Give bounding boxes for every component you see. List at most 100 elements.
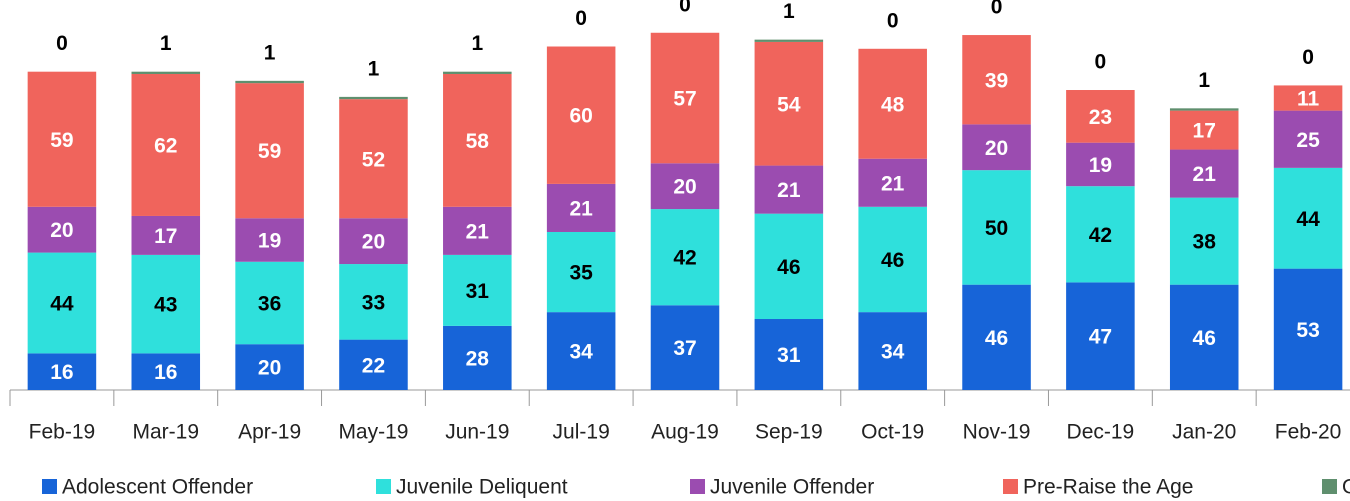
x-tick-label: Sep-19 — [755, 421, 823, 444]
x-tick-label: Jun-19 — [445, 421, 509, 444]
data-label: 21 — [1193, 163, 1217, 186]
bar-segment — [1066, 142, 1135, 187]
data-label: 44 — [50, 293, 74, 316]
data-label: 59 — [50, 129, 73, 152]
data-label: 53 — [1296, 319, 1319, 342]
bar-segment — [339, 99, 408, 219]
bar-segment — [858, 206, 927, 313]
data-label: 20 — [50, 219, 73, 242]
data-label: 62 — [154, 135, 177, 158]
data-label: 38 — [1193, 231, 1217, 254]
data-label: 46 — [1193, 327, 1216, 350]
bar-segment — [546, 46, 616, 184]
bar-segment — [235, 80, 304, 84]
data-label: 47 — [1089, 326, 1112, 349]
bar-segment — [1169, 110, 1239, 150]
bar-segment — [339, 218, 408, 265]
data-label: 0 — [1095, 51, 1107, 74]
data-label: 43 — [154, 294, 177, 317]
legend-label: Juvenile Offender — [710, 476, 874, 499]
bar-segment — [235, 83, 304, 219]
x-tick-label: Nov-19 — [963, 421, 1031, 444]
bar-segment — [754, 39, 824, 42]
x-tick-label: Oct-19 — [861, 421, 924, 444]
legend-label: Adolescent Offender — [62, 476, 253, 499]
bar-segment — [962, 284, 1031, 390]
bar-segment — [650, 32, 720, 164]
bar-segment — [443, 206, 512, 255]
bar-segment — [443, 325, 512, 390]
data-label: 37 — [673, 337, 696, 360]
x-tick-label: Aug-19 — [651, 421, 719, 444]
x-tick-label: Jul-19 — [553, 421, 610, 444]
bar-segment — [27, 353, 97, 390]
x-tick-label: Feb-20 — [1275, 421, 1342, 444]
bar-segment — [1169, 197, 1239, 285]
bar-segment — [131, 71, 201, 74]
data-label: 57 — [673, 88, 696, 111]
data-label: 1 — [471, 32, 483, 55]
data-label: 0 — [679, 0, 691, 16]
legend-swatch — [1003, 479, 1018, 494]
bar-segment — [754, 213, 824, 320]
bar-segment — [1273, 167, 1343, 269]
data-label: 44 — [1296, 208, 1320, 231]
legend-label: Other — [1342, 476, 1350, 499]
data-label: 21 — [466, 220, 490, 243]
data-label: 0 — [991, 0, 1003, 19]
bar-segment — [1066, 282, 1135, 390]
data-label: 0 — [56, 32, 68, 55]
data-label: 0 — [887, 9, 899, 32]
data-label: 58 — [466, 130, 490, 153]
data-label: 33 — [362, 291, 385, 314]
data-label: 19 — [1089, 154, 1112, 177]
data-label: 17 — [154, 225, 177, 248]
data-label: 35 — [569, 262, 593, 285]
bar-segment — [1273, 110, 1343, 168]
x-tick-label: May-19 — [338, 421, 408, 444]
data-label: 23 — [1089, 106, 1112, 129]
data-label: 21 — [881, 172, 905, 195]
data-label: 22 — [362, 354, 385, 377]
legend-label: Juvenile Deliquent — [396, 476, 568, 499]
x-tick-label: Apr-19 — [238, 421, 301, 444]
data-label: 28 — [466, 347, 490, 370]
bar-segment — [858, 48, 927, 159]
x-tick-label: Jan-20 — [1172, 421, 1236, 444]
bar-segment — [339, 96, 408, 100]
bar-segment — [1273, 85, 1343, 111]
data-label: 11 — [1297, 88, 1320, 111]
data-label: 42 — [1089, 224, 1112, 247]
data-label: 60 — [569, 105, 592, 128]
bar-segment — [131, 73, 201, 216]
bar-segment — [1066, 186, 1135, 283]
data-label: 54 — [777, 93, 801, 116]
legend-swatch — [1322, 479, 1337, 494]
bar-segment — [131, 353, 201, 390]
bar-segment — [754, 41, 824, 166]
data-label: 20 — [362, 231, 385, 254]
data-label: 21 — [569, 197, 593, 220]
bar-segment — [443, 254, 512, 326]
bar-segment — [27, 71, 97, 207]
data-label: 19 — [258, 230, 281, 253]
data-label: 34 — [881, 341, 905, 364]
bar-segment — [1169, 108, 1239, 111]
bar-segment — [1169, 149, 1239, 198]
data-label: 46 — [777, 256, 800, 279]
x-tick-label: Dec-19 — [1067, 421, 1135, 444]
data-label: 42 — [673, 247, 696, 270]
x-tick-label: Feb-19 — [29, 421, 96, 444]
bar-segment — [962, 35, 1031, 125]
bar-segment — [1273, 268, 1343, 390]
bar-segment — [650, 209, 720, 306]
data-label: 25 — [1296, 129, 1320, 152]
data-label: 31 — [777, 344, 801, 367]
legend-label: Pre-Raise the Age — [1023, 476, 1193, 499]
bar-segment — [546, 183, 616, 232]
bar-segment — [131, 215, 201, 255]
bar-segment — [339, 339, 408, 390]
bar-segment — [339, 264, 408, 340]
bar-segment — [858, 312, 927, 390]
bar-segment — [650, 305, 720, 390]
